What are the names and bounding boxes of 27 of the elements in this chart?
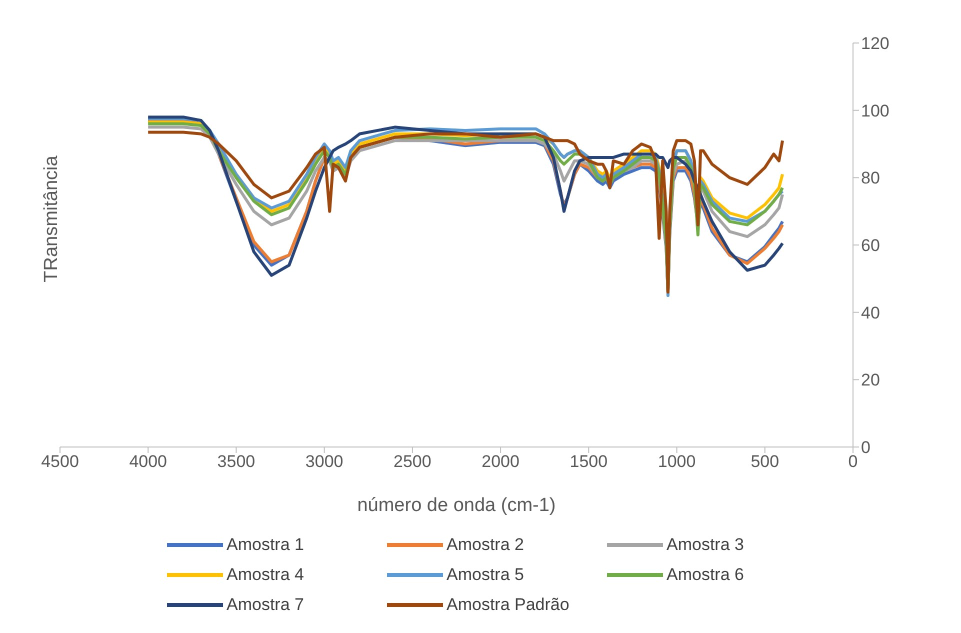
x-tick-label: 4000 [129, 452, 168, 472]
legend-label: Amostra 4 [226, 565, 304, 585]
y-tick-label: 40 [861, 303, 880, 322]
x-tick-label: 0 [848, 452, 858, 472]
x-tick-label: 3000 [305, 452, 344, 472]
x-tick-label: 2000 [482, 452, 520, 472]
y-tick-label: 20 [861, 370, 880, 390]
y-tick-label: 80 [861, 168, 880, 188]
x-tick-label: 1500 [570, 452, 608, 472]
y-tick-label: 120 [861, 34, 890, 54]
y-tick-label: 0 [861, 438, 870, 458]
x-tick-label: 2500 [394, 452, 432, 472]
legend-label: Amostra 7 [226, 595, 304, 615]
legend-label: Amostra 1 [226, 535, 304, 555]
y-tick-label: 100 [861, 101, 890, 120]
y-tick-label: 60 [861, 236, 880, 256]
x-tick-label: 3500 [217, 452, 256, 472]
y-axis-title: TRansmitância [41, 156, 63, 282]
x-tick-label: 1000 [658, 452, 696, 472]
legend-label: Amostra 3 [666, 535, 744, 555]
x-tick-label: 500 [750, 452, 780, 472]
legend-label: Amostra 5 [446, 565, 524, 585]
x-axis-title: número de onda (cm-1) [357, 495, 556, 516]
legend-label: Amostra Padrão [446, 595, 570, 615]
x-tick-label: 4500 [41, 452, 79, 472]
legend-label: Amostra 6 [666, 565, 744, 585]
legend-label: Amostra 2 [446, 535, 524, 555]
